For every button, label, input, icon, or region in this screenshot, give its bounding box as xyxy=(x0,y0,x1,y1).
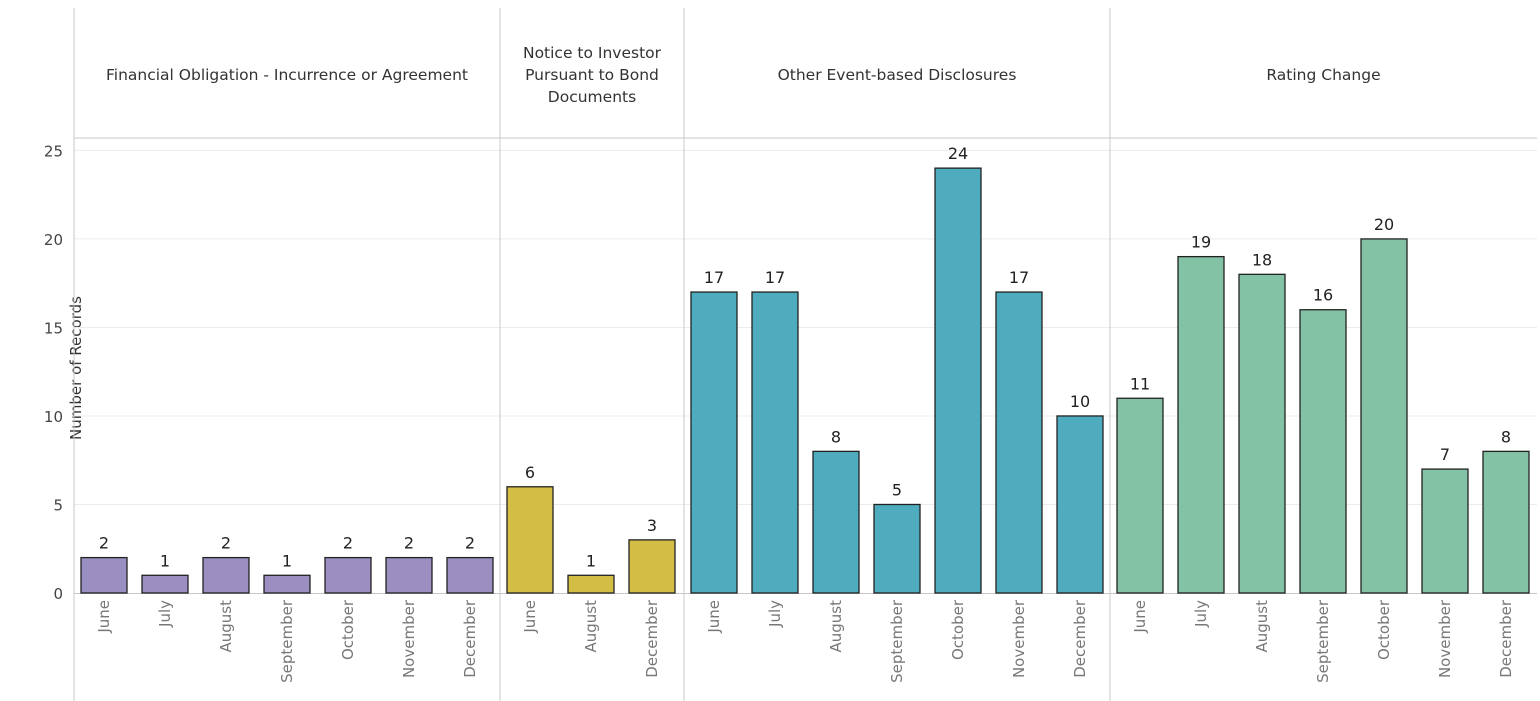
bar-value-label: 2 xyxy=(343,534,353,553)
bar-value-label: 17 xyxy=(704,268,724,287)
x-tick-label: August xyxy=(582,600,600,653)
x-tick-label: August xyxy=(1253,600,1271,653)
y-tick-label: 0 xyxy=(53,585,63,603)
bar xyxy=(1360,238,1408,594)
x-tick-label: November xyxy=(400,599,418,678)
bar-value-label: 5 xyxy=(892,480,902,499)
bar xyxy=(812,450,860,594)
bar xyxy=(567,574,615,594)
x-tick-label: October xyxy=(1375,599,1393,660)
bar xyxy=(690,291,738,594)
bar xyxy=(202,556,250,594)
x-tick-label: July xyxy=(156,600,174,628)
x-tick-label: October xyxy=(339,599,357,660)
bar-value-label: 8 xyxy=(831,427,841,446)
bar xyxy=(1299,309,1347,594)
x-tick-label: September xyxy=(888,599,906,683)
panel-title: Other Event-based Disclosures xyxy=(778,66,1017,84)
bar xyxy=(1177,255,1225,594)
bar xyxy=(385,556,433,594)
bar xyxy=(446,556,494,594)
panel-title: Notice to Investor Pursuant to Bond Docume… xyxy=(523,44,662,106)
bar-value-label: 8 xyxy=(1501,427,1511,446)
bar-value-label: 10 xyxy=(1070,392,1090,411)
bar-value-label: 18 xyxy=(1252,250,1272,269)
bar xyxy=(1421,468,1469,594)
bar-value-label: 11 xyxy=(1130,374,1150,393)
x-tick-label: June xyxy=(521,600,539,634)
bar xyxy=(628,539,676,594)
bar-value-label: 2 xyxy=(221,534,231,553)
x-tick-label: December xyxy=(1071,599,1089,678)
bar-value-label: 17 xyxy=(765,268,785,287)
bar-value-label: 2 xyxy=(404,534,414,553)
x-tick-label: July xyxy=(1192,600,1210,628)
x-tick-label: June xyxy=(705,600,723,634)
x-tick-label: November xyxy=(1436,599,1454,678)
bar-value-label: 20 xyxy=(1374,215,1394,234)
bar xyxy=(1482,450,1530,594)
bar xyxy=(80,556,128,594)
x-tick-label: October xyxy=(949,599,967,660)
bar-value-label: 1 xyxy=(282,551,292,570)
bar-value-label: 1 xyxy=(586,551,596,570)
bar xyxy=(934,167,982,594)
bar-value-label: 2 xyxy=(99,534,109,553)
bar xyxy=(995,291,1043,594)
bar-value-label: 1 xyxy=(160,551,170,570)
x-tick-label: December xyxy=(461,599,479,678)
bar xyxy=(1056,415,1104,594)
x-tick-label: September xyxy=(1314,599,1332,683)
x-tick-label: November xyxy=(1010,599,1028,678)
x-tick-label: December xyxy=(1497,599,1515,678)
x-tick-label: September xyxy=(278,599,296,683)
y-tick-label: 5 xyxy=(53,496,63,514)
y-tick-label: 20 xyxy=(44,231,63,249)
bar xyxy=(263,574,311,594)
bar-value-label: 24 xyxy=(948,144,968,163)
bar-value-label: 7 xyxy=(1440,445,1450,464)
x-tick-label: August xyxy=(217,600,235,653)
bar-value-label: 17 xyxy=(1009,268,1029,287)
y-tick-label: 25 xyxy=(44,142,63,160)
y-tick-label: 10 xyxy=(44,408,63,426)
bar xyxy=(506,486,554,594)
x-tick-label: July xyxy=(766,600,784,628)
bar xyxy=(873,503,921,594)
bar xyxy=(141,574,189,594)
panel-title: Rating Change xyxy=(1266,66,1380,84)
bar xyxy=(751,291,799,594)
x-tick-label: December xyxy=(643,599,661,678)
bar-value-label: 2 xyxy=(465,534,475,553)
bar-value-label: 19 xyxy=(1191,233,1211,252)
panel-title: Financial Obligation - Incurrence or Agr… xyxy=(106,66,468,84)
bar-value-label: 3 xyxy=(647,516,657,535)
bar xyxy=(1116,397,1164,594)
bar xyxy=(324,556,372,594)
bar-value-label: 6 xyxy=(525,463,535,482)
x-tick-label: June xyxy=(1131,600,1149,634)
x-tick-label: June xyxy=(95,600,113,634)
y-tick-label: 15 xyxy=(44,319,63,337)
x-tick-label: August xyxy=(827,600,845,653)
bar xyxy=(1238,273,1286,594)
bar-value-label: 16 xyxy=(1313,286,1333,305)
